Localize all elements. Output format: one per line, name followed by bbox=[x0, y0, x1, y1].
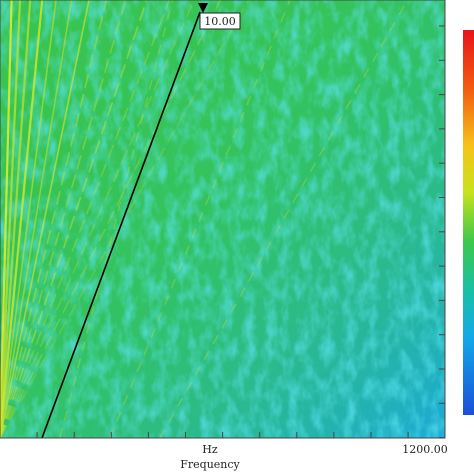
order-line bbox=[59, 0, 174, 438]
order-line bbox=[0, 0, 148, 438]
cursor-label: 10.00 bbox=[204, 15, 236, 28]
order-line bbox=[0, 0, 73, 438]
order-line bbox=[0, 0, 57, 438]
order-line bbox=[0, 0, 44, 438]
cursor-marker[interactable] bbox=[198, 3, 208, 13]
cursor-label-box bbox=[199, 12, 241, 30]
order-line bbox=[0, 0, 222, 438]
order-line bbox=[0, 0, 171, 438]
cursor-line bbox=[41, 11, 201, 438]
order-line bbox=[0, 0, 108, 438]
spectrogram bbox=[0, 0, 445, 438]
order-line bbox=[109, 0, 291, 438]
x-unit: Hz bbox=[202, 443, 218, 456]
order-line bbox=[0, 0, 32, 438]
order-line bbox=[159, 0, 409, 438]
order-line bbox=[0, 0, 90, 438]
color-scale bbox=[463, 30, 474, 415]
order-line bbox=[0, 0, 22, 438]
order-line bbox=[0, 0, 13, 438]
order-line bbox=[0, 0, 127, 438]
order-lines bbox=[0, 0, 409, 438]
x-axis-title: Frequency bbox=[180, 458, 240, 471]
x-max-label: 1200.00 bbox=[402, 443, 448, 456]
order-line bbox=[0, 0, 250, 438]
axis-ticks bbox=[0, 25, 445, 439]
